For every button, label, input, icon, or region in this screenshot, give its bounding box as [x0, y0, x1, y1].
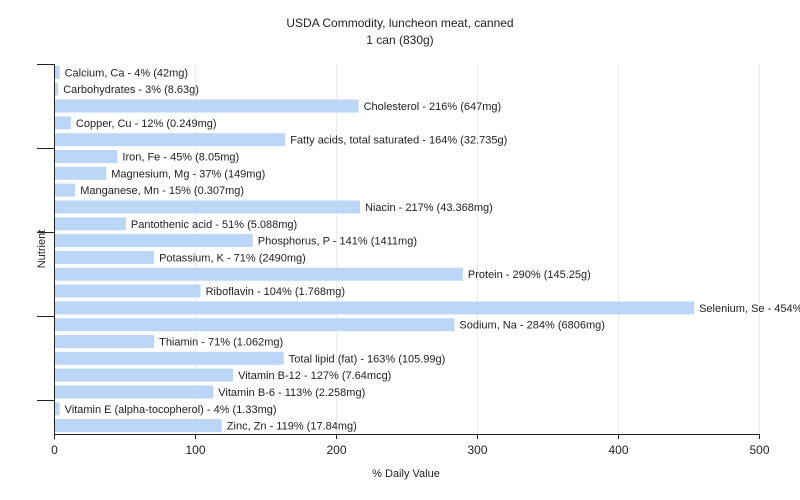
x-tick-label: 100	[185, 443, 205, 457]
bar	[55, 116, 71, 130]
bars	[55, 65, 695, 433]
bar	[55, 385, 214, 399]
bar-label: Riboflavin - 104% (1.768mg)	[206, 286, 345, 298]
bar	[55, 402, 60, 416]
bar	[55, 301, 695, 315]
bar	[55, 150, 118, 163]
bar-label: Sodium, Na - 284% (6806mg)	[459, 320, 605, 332]
bar-label: Pantothenic acid - 51% (5.088mg)	[131, 219, 297, 231]
bar-label: Vitamin E (alpha-tocopherol) - 4% (1.33m…	[65, 404, 277, 416]
bar-label: Fatty acids, total saturated - 164% (32.…	[290, 135, 507, 147]
bar	[55, 65, 60, 79]
bar	[55, 183, 76, 197]
bar	[55, 166, 107, 180]
bar-labels: Calcium, Ca - 4% (42mg) Carbohydrates - 3…	[63, 67, 800, 432]
bar	[55, 368, 234, 382]
bar	[55, 250, 155, 264]
bar	[55, 335, 155, 348]
axes: 0 100 200 300 400 500	[37, 64, 770, 457]
bar-label: Manganese, Mn - 15% (0.307mg)	[80, 185, 244, 197]
bar-label: Protein - 290% (145.25g)	[468, 269, 591, 281]
bar-label: Phosphorus, P - 141% (1411mg)	[258, 236, 417, 248]
x-tick-label: 500	[749, 443, 769, 457]
bar	[55, 99, 359, 113]
chart-title: USDA Commodity, luncheon meat, canned	[286, 16, 513, 30]
chart-subtitle: 1 can (830g)	[366, 33, 433, 47]
bar	[55, 318, 455, 332]
bar-label: Niacin - 217% (43.368mg)	[365, 202, 493, 214]
bar	[55, 234, 253, 248]
bar-label: Cholesterol - 216% (647mg)	[364, 101, 502, 113]
bar-label: Selenium, Se - 454% (317.9mcg)	[699, 303, 800, 315]
x-tick-label: 400	[608, 443, 628, 457]
bar	[55, 82, 59, 96]
bar-label: Copper, Cu - 12% (0.249mg)	[76, 118, 217, 130]
bar-label: Iron, Fe - 45% (8.05mg)	[122, 152, 239, 164]
bar-label: Vitamin B-6 - 113% (2.258mg)	[218, 387, 365, 399]
bar	[55, 200, 360, 214]
x-tick-label: 200	[326, 443, 346, 457]
y-axis-label: Nutrient	[36, 230, 48, 269]
x-axis-label: % Daily Value	[372, 468, 440, 480]
bar	[55, 217, 126, 231]
bar-label: Vitamin B-12 - 127% (7.64mcg)	[238, 370, 391, 382]
bar-label: Potassium, K - 71% (2490mg)	[159, 252, 306, 264]
bar-label: Total lipid (fat) - 163% (105.99g)	[289, 353, 446, 365]
bar	[55, 351, 284, 365]
x-tick-label: 0	[51, 443, 58, 457]
bar-label: Thiamin - 71% (1.062mg)	[159, 337, 283, 349]
bar-label: Carbohydrates - 3% (8.63g)	[63, 84, 199, 96]
bar	[55, 284, 201, 298]
bar-label: Calcium, Ca - 4% (42mg)	[65, 67, 188, 79]
bar	[55, 133, 286, 147]
bar	[55, 267, 463, 281]
bar-label: Magnesium, Mg - 37% (149mg)	[111, 168, 265, 180]
bar-label: Zinc, Zn - 119% (17.84mg)	[227, 421, 357, 433]
bar	[55, 419, 222, 433]
x-tick-label: 300	[467, 443, 487, 457]
